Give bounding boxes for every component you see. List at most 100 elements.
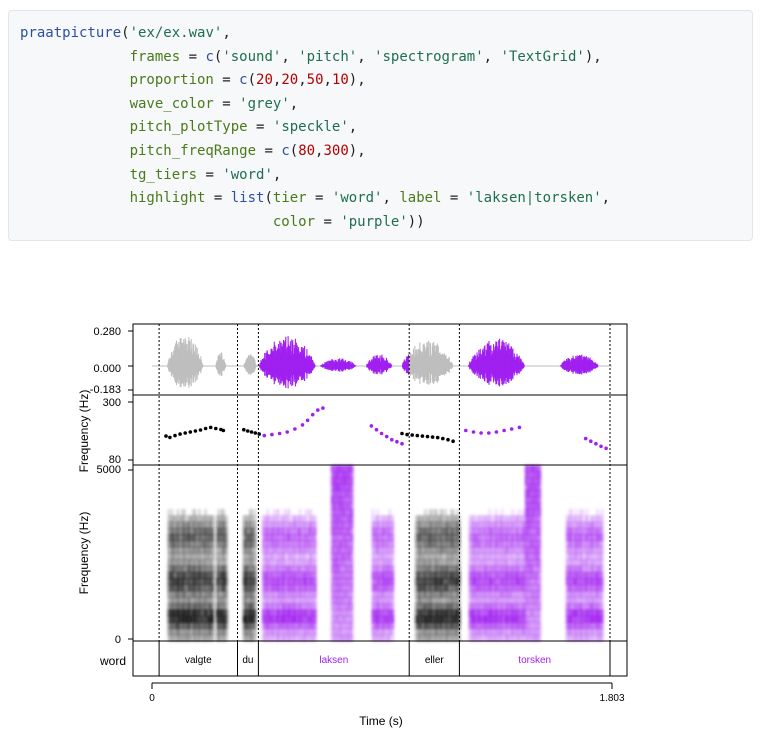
code-token: 20 — [281, 72, 299, 89]
spectrogram-cell — [350, 578, 354, 585]
spectrogram-cell — [600, 609, 604, 617]
spectrogram-cell — [582, 565, 586, 573]
spectrogram-cell — [225, 571, 229, 579]
spectrogram-cell — [595, 509, 600, 516]
spectrogram-cell — [538, 534, 542, 541]
spectrogram-cell — [225, 578, 229, 585]
spectrogram-cell — [298, 509, 302, 516]
spectrogram-cell — [582, 546, 586, 554]
spectrogram-cell — [250, 578, 254, 585]
spectrogram-cell — [188, 515, 192, 523]
spectrogram-cell — [350, 465, 354, 472]
spectrogram-cell — [521, 515, 526, 523]
spectrogram-cell — [350, 540, 354, 548]
spectrogram-cell — [430, 509, 434, 516]
spectrogram-cell — [250, 603, 254, 611]
spectrogram-cell — [221, 509, 226, 516]
code-token: 50 — [306, 72, 324, 89]
spectrogram-cell — [457, 540, 461, 548]
spectrogram-cell — [225, 584, 229, 592]
spectrogram-cell — [580, 509, 584, 516]
spectrogram-cell — [350, 502, 354, 510]
spectrogram-cell — [253, 527, 257, 535]
spectrogram-cell — [457, 527, 461, 535]
spectrogram-cell — [313, 634, 317, 642]
spectrogram-cell — [225, 553, 229, 560]
spectrogram-cell — [521, 509, 526, 516]
spectrogram-cell — [211, 622, 215, 629]
spectrogram-cell — [391, 578, 395, 585]
spectrogram-cell — [391, 521, 395, 529]
spectrogram-cell — [250, 509, 254, 516]
code-token: , — [298, 72, 307, 89]
spectrogram-cell — [580, 515, 584, 523]
code-token: 'TextGrid' — [500, 48, 585, 65]
code-token: ( — [121, 25, 130, 41]
code-token: list — [230, 190, 265, 207]
spectrogram-cell — [225, 622, 229, 629]
spectrogram-cell — [313, 553, 317, 560]
spectrogram-cell — [188, 597, 192, 604]
code-token: , — [272, 72, 282, 89]
spectrogram-cell — [582, 559, 586, 567]
spectrogram-cell — [253, 521, 257, 529]
code-token: label — [399, 190, 442, 207]
spectrogram-cell — [188, 565, 192, 573]
spectrogram-cell — [391, 603, 395, 611]
code-token: 20 — [256, 72, 273, 89]
spectrogram-cell — [538, 628, 542, 636]
code-line: proportion = c(20,20,50,10), — [20, 72, 366, 88]
spectrogram-cell — [253, 622, 257, 629]
spectrogram-cell — [538, 578, 542, 585]
spectrogram-cell — [225, 515, 229, 523]
spectrogram-cell — [250, 590, 254, 598]
spectrogram-cell — [188, 603, 192, 611]
spectrogram-cell — [600, 527, 604, 535]
spectrogram-cell — [197, 509, 202, 516]
spectrogram-cell — [440, 509, 444, 516]
code-token — [20, 119, 130, 135]
code-token: = — [306, 190, 332, 207]
spectrogram-cell — [350, 615, 354, 623]
spectrogram-image — [167, 465, 604, 642]
spectrogram-cell — [253, 553, 257, 560]
spectrogram-cell — [391, 553, 395, 560]
spectrogram-cell — [580, 553, 584, 560]
code-token: , — [323, 72, 332, 89]
spectrogram-cell — [456, 509, 460, 516]
spectrogram-cell — [250, 565, 254, 573]
spectrogram-cell — [532, 609, 536, 617]
spectrogram-cell — [532, 590, 536, 598]
spectrogram-cell — [532, 571, 536, 579]
spectrogram-cell — [538, 571, 542, 579]
code-token: tg_tiers — [129, 166, 198, 183]
spectrogram-cell — [538, 597, 542, 604]
spectrogram-cell — [253, 559, 257, 567]
spectrogram-cell — [283, 553, 287, 560]
spectrogram-cell — [250, 521, 254, 529]
spectrogram-cell — [225, 527, 229, 535]
code-token: = — [247, 119, 273, 136]
spectrogram-cell — [391, 615, 395, 623]
code-token: 'sound' — [222, 48, 282, 65]
code-token: c — [205, 48, 214, 65]
spectrogram-cell — [532, 496, 536, 504]
spectrogram-cell — [313, 615, 317, 623]
code-token: = — [213, 95, 240, 112]
spectrogram-cell — [217, 509, 221, 516]
spectrogram-cell — [532, 515, 536, 523]
spectrogram-cell — [532, 465, 536, 472]
spectrogram-cell — [211, 590, 215, 598]
spectrogram-cell — [250, 540, 254, 548]
spectrogram-cell — [313, 540, 317, 548]
code-token: ( — [289, 142, 299, 159]
spectrogram-cell — [350, 590, 354, 598]
spectrogram-cell — [538, 553, 542, 560]
code-token — [20, 72, 130, 88]
spectrogram-cell — [188, 615, 192, 623]
spectrogram-cell — [253, 584, 257, 592]
spectrogram-cell — [532, 628, 536, 636]
spectrogram-cell — [532, 634, 536, 642]
code-token: , — [357, 48, 375, 65]
spectrogram-cell — [313, 590, 317, 598]
